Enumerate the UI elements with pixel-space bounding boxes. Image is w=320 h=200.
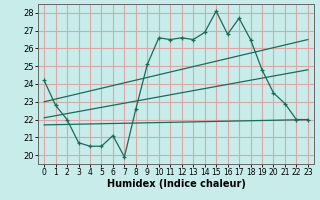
X-axis label: Humidex (Indice chaleur): Humidex (Indice chaleur) [107, 179, 245, 189]
